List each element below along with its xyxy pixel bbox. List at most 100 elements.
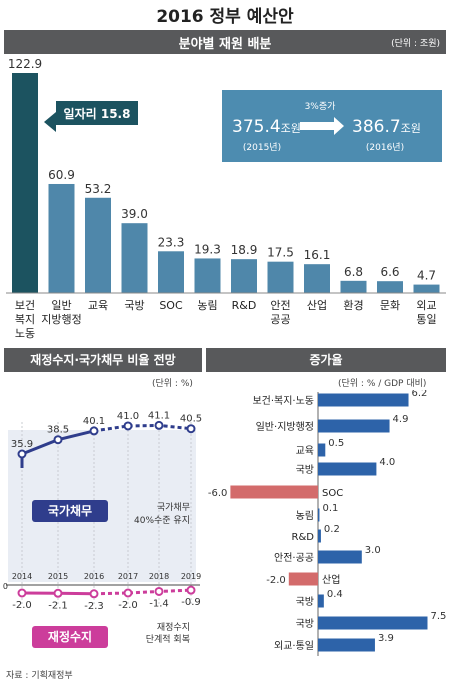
allocation-category-label: SOC	[159, 299, 183, 312]
balance-point	[53, 588, 63, 598]
growth-value-label: 0.1	[322, 503, 338, 514]
balance-value-label: -0.9	[181, 597, 201, 608]
allocation-category-label: 안전	[270, 299, 290, 312]
balance-badge	[32, 626, 108, 648]
allocation-bar	[12, 73, 38, 293]
zero-tick-label: 0	[3, 582, 8, 591]
allocation-category-label: 산업	[307, 299, 327, 312]
callout-pointer	[44, 112, 56, 132]
to-year: (2016년)	[366, 142, 404, 153]
year-tick-label: 2014	[12, 572, 32, 581]
balance-value-label: -1.4	[149, 598, 169, 609]
allocation-category-label: 노동	[15, 327, 35, 340]
growth-bar	[318, 419, 390, 433]
allocation-category-label: 통일	[416, 312, 436, 326]
growth-category-label: 일반·지방행정	[256, 421, 314, 433]
growth-header: 증가율	[206, 348, 446, 372]
growth-category-label: 교육	[296, 445, 314, 457]
growth-bar	[318, 594, 324, 608]
debt-unit: (단위 : %)	[152, 379, 193, 389]
growth-bar-chart: 6.2 보건·복지·노동 4.9 일반·지방행정 0.5 교육 4.0 국방 -6.0 SOC 0.…	[208, 390, 447, 656]
allocation-value-label: 23.3	[158, 235, 185, 249]
debt-forecast-line	[93, 423, 192, 433]
growth-value-label: 0.2	[324, 524, 340, 535]
growth-category-label: 국방	[296, 596, 314, 608]
to-value: 386.7조원	[352, 117, 421, 137]
debt-value-label: 41.1	[148, 410, 170, 421]
debt-note: 40%수준 유지	[134, 515, 190, 526]
balance-value-label: -2.0	[118, 600, 138, 611]
balance-point	[186, 585, 196, 595]
allocation-category-label: 일반	[51, 298, 71, 312]
allocation-value-label: 17.5	[267, 246, 294, 260]
change-arrow-label: 3%증가	[305, 101, 336, 112]
allocation-unit: (단위 : 조원)	[391, 39, 440, 49]
balance-badge-label: 재정수지	[48, 629, 92, 644]
growth-category-label: 국방	[296, 464, 314, 476]
growth-bar	[318, 550, 362, 564]
growth-unit: (단위 : % / GDP 대비)	[338, 379, 427, 389]
debt-point	[17, 449, 27, 459]
balance-value-label: -2.1	[48, 600, 68, 611]
balance-value-label: -2.3	[84, 601, 104, 612]
growth-value-label: 7.5	[431, 611, 447, 622]
allocation-bar	[194, 258, 221, 293]
callout-label: 일자리 15.8	[64, 106, 131, 121]
growth-value-label: -6.0	[208, 488, 228, 499]
allocation-value-label: 16.1	[304, 248, 331, 262]
growth-value-label: 4.9	[393, 414, 409, 425]
allocation-value-label: 19.3	[194, 242, 221, 256]
allocation-bar	[231, 259, 257, 293]
year-tick-label: 2016	[84, 572, 104, 581]
growth-category-label: 농림	[296, 510, 314, 522]
from-year: (2015년)	[243, 142, 281, 153]
balance-point	[89, 589, 99, 599]
allocation-bar	[413, 284, 440, 293]
balance-point	[17, 588, 27, 598]
from-value: 375.4조원	[232, 117, 301, 137]
page-title: 2016 정부 예산안	[156, 7, 294, 27]
growth-bar	[318, 443, 326, 457]
allocation-bar	[340, 280, 367, 293]
allocation-title: 분야별 재원 배분	[178, 37, 272, 52]
growth-bar	[318, 462, 377, 476]
allocation-bar	[304, 264, 330, 293]
growth-value-label: -2.0	[266, 575, 286, 586]
debt-title: 재정수지·국가채무 비율 전망	[30, 353, 176, 367]
growth-bar	[318, 638, 375, 652]
growth-category-label: 국방	[296, 618, 314, 630]
allocation-value-label: 39.0	[121, 207, 148, 221]
balance-forecast-line	[93, 588, 192, 596]
debt-header: 재정수지·국가채무 비율 전망	[4, 348, 202, 372]
balance-note: 단계적 회복	[146, 633, 190, 645]
debt-value-label: 35.9	[11, 439, 33, 450]
allocation-value-label: 60.9	[48, 168, 75, 182]
allocation-value-label: 4.7	[417, 269, 436, 283]
debt-value-label: 38.5	[47, 425, 69, 436]
allocation-bar	[85, 197, 111, 293]
debt-badge-label: 국가채무	[48, 503, 92, 518]
growth-value-label: 0.5	[328, 438, 344, 449]
allocation-bar	[377, 281, 403, 293]
debt-value-label: 40.1	[83, 416, 105, 427]
source-note: 자료 : 기획재정부	[6, 671, 73, 681]
allocation-bar	[48, 183, 75, 293]
growth-value-label: 3.9	[378, 633, 394, 644]
year-tick-label: 2015	[48, 572, 68, 581]
allocation-value-label: 53.2	[85, 182, 112, 196]
allocation-category-label: 농림	[197, 299, 217, 312]
allocation-category-label: 국방	[124, 299, 144, 312]
allocation-bar	[158, 251, 184, 293]
allocation-value-label: 6.8	[344, 265, 363, 279]
growth-bar	[318, 393, 409, 407]
debt-point	[186, 424, 196, 434]
growth-category-label: 보건·복지·노동	[252, 395, 314, 407]
allocation-value-label: 6.6	[380, 265, 399, 279]
allocation-category-label: 문화	[380, 299, 400, 312]
growth-bar	[318, 616, 428, 630]
growth-title: 증가율	[309, 353, 343, 367]
arrow-right-icon	[300, 117, 344, 135]
debt-point	[154, 420, 164, 430]
growth-category-label: SOC	[322, 488, 343, 499]
